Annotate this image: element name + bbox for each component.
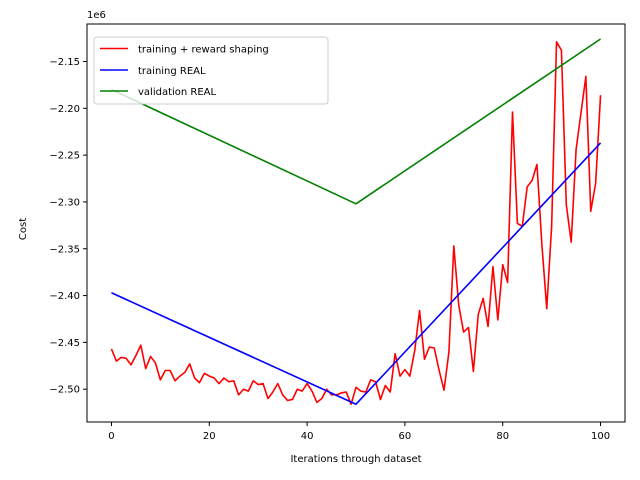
y-tick-label: −2.45 <box>49 338 80 349</box>
y-axis-ticks: −2.50 −2.45 −2.40 −2.35 −2.30 −2.25 −2.20 −2.15 <box>49 57 87 396</box>
legend-entry: validation REAL <box>100 87 217 98</box>
y-tick-label: −2.15 <box>49 57 80 68</box>
y-tick-label: −2.30 <box>49 197 80 208</box>
plot-frame <box>86 23 626 423</box>
y-tick-label: −2.25 <box>49 151 80 162</box>
series-line <box>111 142 602 406</box>
legend-box <box>93 36 329 105</box>
y-offset-label: 1e6 <box>87 10 106 21</box>
series-layer <box>110 38 602 406</box>
y-tick-label: −2.40 <box>49 291 80 302</box>
legend-label: training REAL <box>138 66 206 77</box>
y-axis-label: Cost <box>18 218 29 240</box>
y-tick-label: −2.35 <box>49 244 80 255</box>
x-tick-label: 0 <box>108 431 114 442</box>
legend-label: training + reward shaping <box>138 45 269 56</box>
x-tick-label: 100 <box>591 431 610 442</box>
series-line <box>110 40 602 406</box>
y-tick-label: −2.20 <box>49 104 80 115</box>
x-tick-label: 20 <box>203 431 216 442</box>
y-tick-label: −2.50 <box>49 385 80 396</box>
x-tick-label: 80 <box>496 431 509 442</box>
series-line <box>111 38 601 205</box>
x-tick-label: 60 <box>399 431 412 442</box>
legend-label: validation REAL <box>138 87 217 98</box>
legend: training + reward shaping training REAL … <box>93 36 329 105</box>
x-tick-label: 40 <box>301 431 314 442</box>
legend-entry: training + reward shaping <box>100 45 269 56</box>
x-axis-label: Iterations through dataset <box>290 454 421 465</box>
legend-entry: training REAL <box>100 66 206 77</box>
x-axis-ticks: 0 20 40 60 80 100 <box>108 422 610 442</box>
